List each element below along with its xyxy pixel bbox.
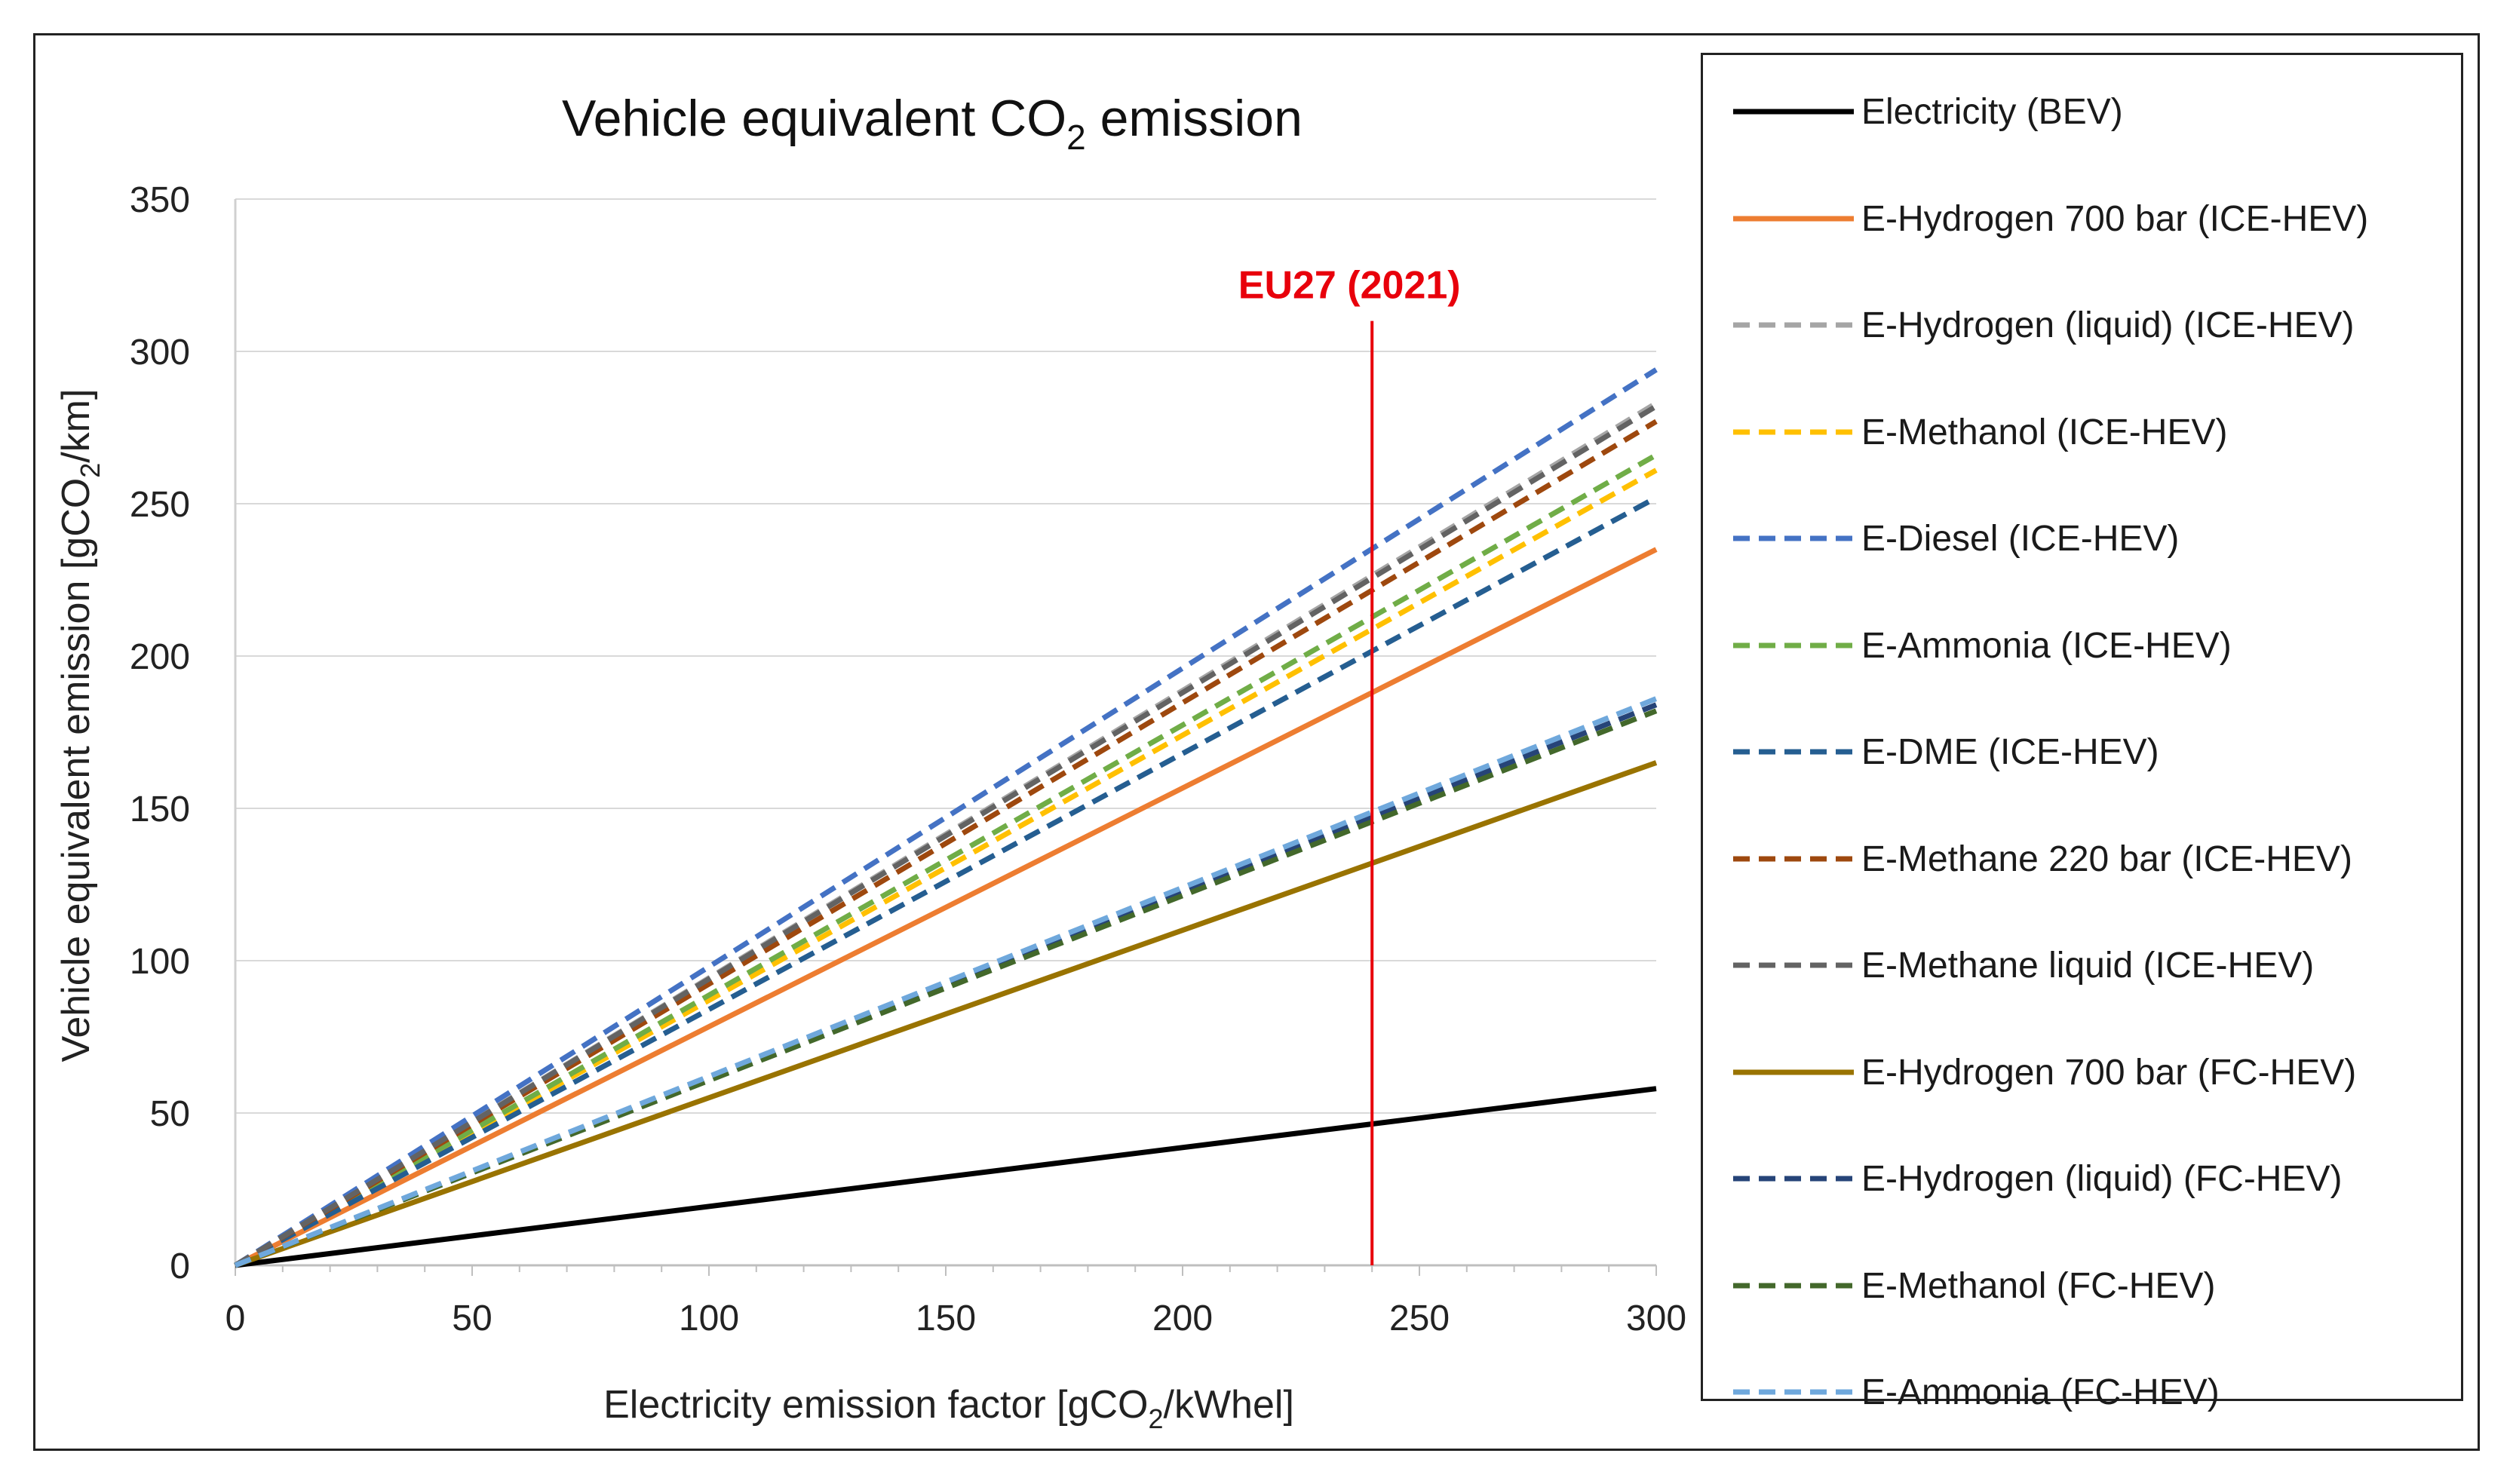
x-tick-label-3: 150 xyxy=(916,1298,976,1338)
legend-swatch xyxy=(1733,642,1854,648)
legend-item: Electricity (BEV) xyxy=(1703,81,2457,141)
y-tick-label-1: 50 xyxy=(150,1094,190,1134)
annotation-label-0: EU27 (2021) xyxy=(1238,264,1461,308)
series-line-8 xyxy=(234,403,1658,1268)
legend-item: E-Hydrogen (liquid) (ICE-HEV) xyxy=(1703,294,2457,354)
series-line-4 xyxy=(234,367,1658,1268)
legend-swatch xyxy=(1733,749,1854,755)
y-tick-label-2: 100 xyxy=(130,942,190,982)
y-tick-label-5: 250 xyxy=(130,485,190,525)
series-line-1 xyxy=(234,547,1658,1268)
x-tick-label-6: 300 xyxy=(1626,1298,1686,1338)
legend-item: E-Hydrogen 700 bar (FC-HEV) xyxy=(1703,1041,2457,1102)
y-tick-label-4: 200 xyxy=(130,637,190,677)
legend-swatch xyxy=(1733,1389,1854,1395)
series-line-5 xyxy=(234,452,1658,1268)
legend-label: E-Hydrogen (liquid) (FC-HEV) xyxy=(1861,1159,2343,1199)
legend-label: E-DME (ICE-HEV) xyxy=(1861,732,2159,772)
legend-swatch xyxy=(1733,962,1854,968)
y-tick-label-3: 150 xyxy=(130,790,190,829)
series-line-12 xyxy=(234,696,1658,1268)
legend-label: E-Ammonia (FC-HEV) xyxy=(1861,1372,2220,1412)
legend-swatch xyxy=(1733,109,1854,115)
legend-item: E-Hydrogen 700 bar (ICE-HEV) xyxy=(1703,188,2457,248)
legend: Electricity (BEV) E-Hydrogen 700 bar (ICE… xyxy=(1701,53,2463,1412)
series-line-7 xyxy=(234,419,1658,1268)
legend-swatch xyxy=(1733,216,1854,221)
x-tick-label-2: 100 xyxy=(679,1298,739,1338)
series-line-10 xyxy=(234,702,1658,1268)
legend-label: E-Hydrogen (liquid) (ICE-HEV) xyxy=(1861,305,2355,345)
y-tick-label-7: 350 xyxy=(130,180,190,220)
y-axis-label: Vehicle equivalent emission [gCO2/km] xyxy=(54,389,106,1062)
legend-swatch xyxy=(1733,535,1854,541)
legend-label: E-Methane liquid (ICE-HEV) xyxy=(1861,946,2315,986)
series-line-0 xyxy=(235,1086,1657,1268)
legend-label: Electricity (BEV) xyxy=(1861,92,2123,132)
legend-swatch xyxy=(1733,1069,1854,1075)
x-tick-label-4: 200 xyxy=(1152,1298,1213,1338)
x-tick-label-0: 0 xyxy=(226,1298,246,1338)
legend-swatch xyxy=(1733,856,1854,861)
series-line-9 xyxy=(234,760,1658,1268)
legend-label: E-Hydrogen 700 bar (ICE-HEV) xyxy=(1861,198,2369,239)
legend-swatch xyxy=(1733,1176,1854,1182)
series-line-11 xyxy=(234,708,1658,1268)
legend-label: E-Methanol (ICE-HEV) xyxy=(1861,412,2228,452)
legend-label: E-Ammonia (ICE-HEV) xyxy=(1861,625,2232,666)
chart-title: Vehicle equivalent CO2 emission xyxy=(562,90,1303,157)
legend-label: E-Diesel (ICE-HEV) xyxy=(1861,519,2180,559)
legend-swatch xyxy=(1733,429,1854,434)
legend-label: E-Methane 220 bar (ICE-HEV) xyxy=(1861,839,2352,879)
y-tick-label-0: 0 xyxy=(170,1246,190,1286)
x-axis-label: Electricity emission factor [gCO2/kWhel] xyxy=(603,1383,1294,1434)
legend-item: E-Methane liquid (ICE-HEV) xyxy=(1703,934,2457,995)
x-tick-label-5: 250 xyxy=(1389,1298,1450,1338)
legend-item: E-Hydrogen (liquid) (FC-HEV) xyxy=(1703,1148,2457,1208)
legend-item: E-Methanol (ICE-HEV) xyxy=(1703,401,2457,461)
legend-item: E-Methanol (FC-HEV) xyxy=(1703,1255,2457,1315)
legend-item: E-Ammonia (FC-HEV) xyxy=(1703,1361,2457,1421)
legend-item: E-Ammonia (ICE-HEV) xyxy=(1703,615,2457,675)
series-line-6 xyxy=(234,495,1658,1268)
y-tick-label-6: 300 xyxy=(130,333,190,373)
legend-swatch xyxy=(1733,322,1854,328)
legend-item: E-DME (ICE-HEV) xyxy=(1703,721,2457,781)
legend-item: E-Methane 220 bar (ICE-HEV) xyxy=(1703,828,2457,888)
chart-frame xyxy=(33,33,2480,1451)
x-tick-label-1: 50 xyxy=(452,1298,492,1338)
legend-label: E-Hydrogen 700 bar (FC-HEV) xyxy=(1861,1052,2357,1093)
legend-label: E-Methanol (FC-HEV) xyxy=(1861,1265,2216,1306)
legend-item: E-Diesel (ICE-HEV) xyxy=(1703,507,2457,568)
legend-swatch xyxy=(1733,1283,1854,1288)
